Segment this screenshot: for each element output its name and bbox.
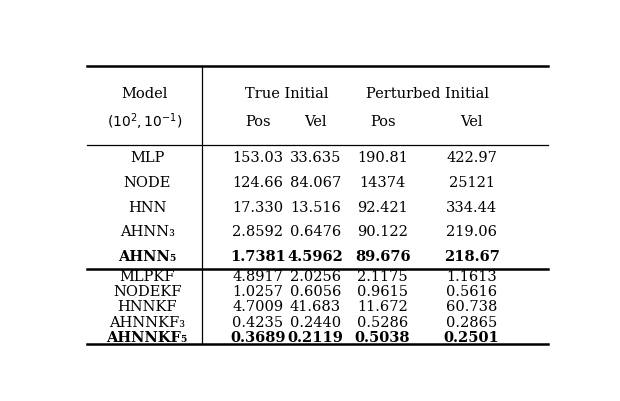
Text: 92.421: 92.421 [357, 200, 408, 214]
Text: 33.635: 33.635 [290, 151, 341, 165]
Text: 2.8592: 2.8592 [232, 225, 283, 239]
Text: Perturbed Initial: Perturbed Initial [366, 87, 489, 101]
Text: 334.44: 334.44 [446, 200, 497, 214]
Text: 25121: 25121 [448, 176, 495, 189]
Text: 1.0257: 1.0257 [232, 285, 283, 299]
Text: 0.2865: 0.2865 [446, 315, 497, 329]
Text: 4.5962: 4.5962 [288, 249, 343, 263]
Text: 41.683: 41.683 [290, 300, 341, 314]
Text: AHNN₃: AHNN₃ [120, 225, 175, 239]
Text: 4.8917: 4.8917 [232, 269, 283, 284]
Text: True Initial: True Initial [245, 87, 328, 101]
Text: 219.06: 219.06 [446, 225, 497, 239]
Text: 13.516: 13.516 [290, 200, 341, 214]
Text: 60.738: 60.738 [446, 300, 497, 314]
Text: 90.122: 90.122 [357, 225, 408, 239]
Text: 1.1613: 1.1613 [446, 269, 497, 284]
Text: 17.330: 17.330 [232, 200, 283, 214]
Text: MLPKF: MLPKF [120, 269, 175, 284]
Text: 0.4235: 0.4235 [232, 315, 283, 329]
Text: NODEKF: NODEKF [113, 285, 182, 299]
Text: 2.1175: 2.1175 [357, 269, 408, 284]
Text: 0.2440: 0.2440 [290, 315, 341, 329]
Text: Model: Model [122, 87, 168, 101]
Text: 84.067: 84.067 [290, 176, 341, 189]
Text: Vel: Vel [460, 114, 483, 128]
Text: 0.9615: 0.9615 [357, 285, 408, 299]
Text: Pos: Pos [370, 114, 396, 128]
Text: 0.6476: 0.6476 [290, 225, 341, 239]
Text: 0.6056: 0.6056 [290, 285, 341, 299]
Text: 190.81: 190.81 [357, 151, 408, 165]
Text: HNNKF: HNNKF [117, 300, 177, 314]
Text: 0.5616: 0.5616 [446, 285, 497, 299]
Text: HNN: HNN [128, 200, 166, 214]
Text: 14374: 14374 [360, 176, 405, 189]
Text: 153.03: 153.03 [232, 151, 283, 165]
Text: Vel: Vel [304, 114, 327, 128]
Text: 1.7381: 1.7381 [230, 249, 286, 263]
Text: 218.67: 218.67 [443, 249, 500, 263]
Text: 4.7009: 4.7009 [232, 300, 283, 314]
Text: 89.676: 89.676 [355, 249, 410, 263]
Text: 0.2501: 0.2501 [444, 330, 499, 344]
Text: MLP: MLP [130, 151, 164, 165]
Text: 0.3689: 0.3689 [230, 330, 285, 344]
Text: Pos: Pos [245, 114, 270, 128]
Text: NODE: NODE [123, 176, 171, 189]
Text: AHNNKF₅: AHNNKF₅ [107, 330, 188, 344]
Text: AHNN₅: AHNN₅ [118, 249, 176, 263]
Text: 2.0256: 2.0256 [290, 269, 341, 284]
Text: 0.2119: 0.2119 [288, 330, 343, 344]
Text: 0.5286: 0.5286 [357, 315, 408, 329]
Text: 0.5038: 0.5038 [355, 330, 410, 344]
Text: 124.66: 124.66 [232, 176, 283, 189]
Text: $(10^2,10^{-1})$: $(10^2,10^{-1})$ [107, 111, 182, 132]
Text: AHNNKF₃: AHNNKF₃ [109, 315, 185, 329]
Text: 422.97: 422.97 [446, 151, 497, 165]
Text: 11.672: 11.672 [357, 300, 408, 314]
